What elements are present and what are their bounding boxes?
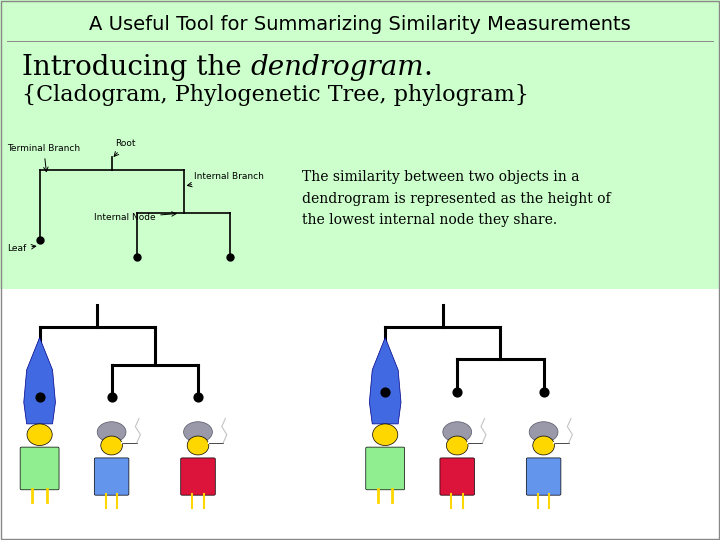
FancyBboxPatch shape	[181, 458, 215, 495]
Text: Terminal Branch: Terminal Branch	[7, 144, 81, 172]
Text: Leaf: Leaf	[7, 244, 36, 253]
Point	[451, 387, 463, 396]
Point	[106, 393, 117, 401]
Point	[131, 252, 143, 261]
FancyBboxPatch shape	[20, 447, 59, 490]
Point	[34, 393, 45, 401]
Text: {Cladogram, Phylogenetic Tree, phylogram}: {Cladogram, Phylogenetic Tree, phylogram…	[22, 84, 528, 105]
Point	[379, 387, 391, 396]
Point	[34, 236, 45, 245]
Ellipse shape	[97, 422, 126, 442]
FancyBboxPatch shape	[0, 289, 720, 540]
FancyBboxPatch shape	[526, 458, 561, 495]
Text: Internal Node: Internal Node	[94, 212, 176, 222]
Text: Internal Branch: Internal Branch	[187, 172, 264, 187]
Polygon shape	[24, 338, 55, 424]
FancyBboxPatch shape	[94, 458, 129, 495]
Ellipse shape	[443, 422, 472, 442]
Text: The similarity between two objects in a
dendrogram is represented as the height : The similarity between two objects in a …	[302, 170, 611, 227]
Ellipse shape	[446, 436, 468, 455]
Text: dendrogram: dendrogram	[250, 54, 424, 81]
Point	[192, 393, 204, 401]
Ellipse shape	[101, 436, 122, 455]
Ellipse shape	[27, 424, 53, 446]
Point	[225, 252, 236, 261]
Ellipse shape	[529, 422, 558, 442]
Text: .: .	[424, 54, 433, 81]
Polygon shape	[369, 338, 401, 424]
Ellipse shape	[373, 424, 398, 446]
Text: Root: Root	[114, 139, 135, 157]
FancyBboxPatch shape	[440, 458, 474, 495]
Ellipse shape	[533, 436, 554, 455]
FancyBboxPatch shape	[366, 447, 405, 490]
Text: Introducing the: Introducing the	[22, 54, 250, 81]
Text: A Useful Tool for Summarizing Similarity Measurements: A Useful Tool for Summarizing Similarity…	[89, 15, 631, 34]
FancyBboxPatch shape	[0, 0, 720, 292]
Ellipse shape	[184, 422, 212, 442]
Ellipse shape	[187, 436, 209, 455]
Point	[538, 387, 549, 396]
